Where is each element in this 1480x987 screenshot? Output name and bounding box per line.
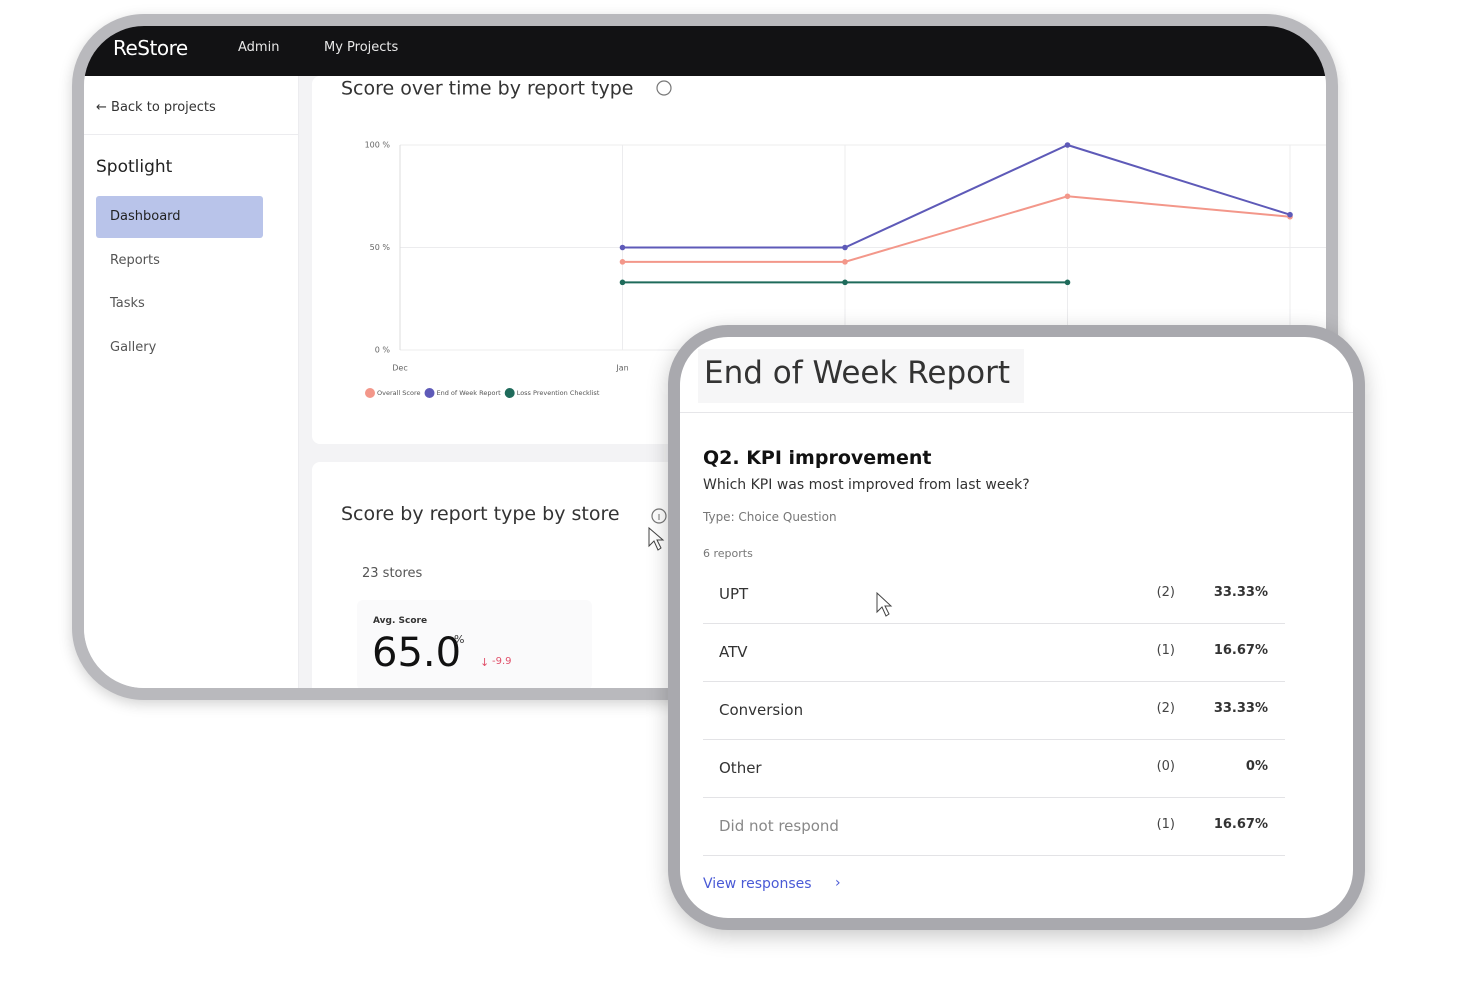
answer-label: UPT xyxy=(719,585,749,603)
metric-value: 65.0 xyxy=(372,630,462,676)
question-title: Q2. KPI improvement xyxy=(703,447,932,469)
brand[interactable]: ReStore xyxy=(113,36,188,60)
answer-row: UPT (2) 33.33% xyxy=(703,565,1285,624)
nav-link[interactable]: My Projects xyxy=(324,40,399,55)
answer-label: Conversion xyxy=(719,701,804,719)
nav-item[interactable]: Dashboard xyxy=(110,209,181,224)
legend-swatch xyxy=(365,388,375,398)
top-nav: ReStore Admin My Projects xyxy=(84,26,1326,76)
response-count: 6 reports xyxy=(703,547,753,560)
metric-unit: % xyxy=(454,633,465,646)
answer-label: Other xyxy=(719,759,762,777)
answer-percent: 33.33% xyxy=(1213,701,1268,716)
y-tick-label: 0 % xyxy=(375,346,391,355)
answer-row: ATV (1) 16.67% xyxy=(703,623,1285,682)
section-title: Spotlight xyxy=(96,157,173,177)
sidebar: ← Back to projects Spotlight Dashboard R… xyxy=(84,76,299,688)
nav-link[interactable]: Admin xyxy=(238,40,280,55)
answer-percent: 16.67% xyxy=(1213,643,1268,658)
answer-count: (2) xyxy=(1156,701,1175,716)
data-point xyxy=(1064,193,1071,200)
report-title: End of Week Report xyxy=(704,355,1011,391)
question-text: Which KPI was most improved from last we… xyxy=(703,477,1030,493)
delta-arrow: ↓ xyxy=(480,656,490,669)
answer-row: Other (0) 0% xyxy=(703,739,1285,798)
cursor xyxy=(876,591,893,617)
y-tick-label: 100 % xyxy=(365,141,391,150)
legend-swatch xyxy=(504,388,515,398)
title-bg xyxy=(698,349,1024,403)
section-title: Score by report type by store xyxy=(341,503,620,525)
answer-label: ATV xyxy=(719,643,748,661)
divider xyxy=(84,134,298,135)
answer-row: Conversion (2) 33.33% xyxy=(703,681,1285,740)
x-tick-label: Jan xyxy=(615,364,628,373)
data-point xyxy=(1064,142,1071,148)
series-line xyxy=(622,195,1291,263)
data-point xyxy=(619,244,626,251)
legend-label: Overall Score xyxy=(377,389,421,397)
nav-item[interactable]: Reports xyxy=(110,253,160,268)
legend-swatch xyxy=(424,388,435,398)
data-point xyxy=(1064,279,1071,286)
active-item-bg xyxy=(96,196,263,238)
report-card: End of Week Report Q2. KPI improvement W… xyxy=(668,325,1365,930)
data-point xyxy=(619,259,626,265)
data-point xyxy=(842,244,848,251)
metric-delta: -9.9 xyxy=(492,656,512,667)
metric-label: Avg. Score xyxy=(373,616,428,626)
chart-title: Score over time by report type xyxy=(341,78,634,100)
data-point xyxy=(842,259,848,265)
chevron-icon: › xyxy=(835,875,841,891)
answer-count: (1) xyxy=(1156,643,1175,658)
question-type: Type: Choice Question xyxy=(703,510,837,524)
answer-row: Did not respond (1) 16.67% xyxy=(703,797,1285,856)
series-line xyxy=(622,143,1291,249)
store-count: 23 stores xyxy=(362,566,423,581)
nav-item[interactable]: Tasks xyxy=(110,296,145,311)
metric-box xyxy=(357,600,592,688)
answer-count: (1) xyxy=(1156,817,1175,832)
answer-percent: 0% xyxy=(1245,759,1268,774)
answer-count: (2) xyxy=(1156,585,1175,600)
legend-label: Loss Prevention Checklist xyxy=(517,389,600,397)
legend-label: End of Week Report xyxy=(437,389,502,397)
divider xyxy=(680,412,1353,413)
answer-label: Did not respond xyxy=(719,817,839,835)
data-point xyxy=(842,279,848,286)
view-responses-link[interactable]: View responses xyxy=(703,876,812,892)
cursor xyxy=(648,526,665,551)
x-tick-label: Dec xyxy=(392,364,407,373)
answer-percent: 16.67% xyxy=(1213,817,1268,832)
answer-percent: 33.33% xyxy=(1213,585,1268,600)
data-point xyxy=(1287,211,1293,218)
info-icon[interactable] xyxy=(649,506,669,526)
data-point xyxy=(619,279,626,286)
answer-count: (0) xyxy=(1156,759,1175,774)
back-link[interactable]: ← Back to projects xyxy=(96,100,216,115)
info-icon[interactable] xyxy=(656,80,672,96)
y-tick-label: 50 % xyxy=(370,243,391,252)
nav-item[interactable]: Gallery xyxy=(110,340,157,355)
